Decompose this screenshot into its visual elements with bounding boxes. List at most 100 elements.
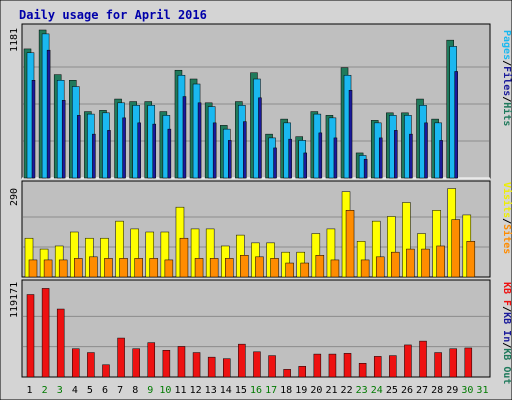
bottom-bar-kb-f-day-4	[72, 348, 80, 378]
day-label-21: 21	[325, 385, 337, 396]
bars	[23, 29, 476, 378]
middle-bar-sites-day-21	[330, 259, 340, 278]
middle-bar-sites-day-19	[300, 262, 309, 278]
day-label-27: 27	[416, 385, 428, 396]
day-label-1: 1	[27, 385, 33, 396]
bottom-bar-kb-f-day-17	[268, 355, 276, 378]
day-label-7: 7	[117, 385, 123, 396]
middle-legend-part-3: Sites	[501, 224, 512, 254]
middle-bar-sites-day-7	[119, 258, 128, 278]
bottom-bar-kb-f-day-29	[449, 348, 457, 378]
middle-legend: Visits/Sites	[501, 182, 512, 254]
day-label-9: 9	[147, 385, 153, 396]
day-label-29: 29	[446, 385, 458, 396]
day-label-6: 6	[102, 385, 108, 396]
top-bar-pages-day-18	[288, 138, 292, 179]
middle-bar-sites-day-25	[391, 251, 400, 278]
day-label-2: 2	[42, 385, 48, 396]
bottom-bar-kb-f-day-3	[56, 308, 65, 378]
day-label-31: 31	[476, 385, 488, 396]
bottom-legend-part-1: KB F	[501, 282, 512, 306]
day-label-10: 10	[159, 385, 171, 396]
x-axis-day-labels: 1 2 3 4 5 6 7 8 9 10 11 12 13 14 15 16 17 18 19 20 21 22 23 24 2…	[27, 385, 489, 396]
middle-bar-sites-day-22	[345, 210, 355, 278]
bottom-bar-kb-f-day-5	[87, 352, 95, 378]
middle-bar-sites-day-15	[240, 255, 249, 278]
top-bar-pages-day-17	[273, 147, 277, 179]
middle-bar-sites-day-8	[134, 258, 143, 278]
middle-bar-sites-day-9	[149, 258, 159, 278]
middle-legend-part-2: /	[501, 218, 512, 224]
top-bar-pages-day-8	[137, 122, 141, 179]
day-label-8: 8	[132, 385, 138, 396]
day-label-23: 23	[356, 385, 368, 396]
top-max-label: 1181	[9, 28, 20, 52]
bottom-legend-part-3: KB In	[501, 312, 512, 342]
middle-bar-sites-day-24	[375, 256, 385, 278]
top-bar-pages-day-13	[212, 122, 217, 179]
bottom-bar-kb-f-day-9	[147, 342, 156, 378]
middle-bar-sites-day-2	[43, 259, 53, 278]
bottom-bar-kb-f-day-11	[177, 346, 186, 378]
bottom-bar-kb-f-day-18	[283, 369, 291, 378]
bottom-bar-kb-f-day-16	[253, 351, 261, 378]
day-label-5: 5	[87, 385, 93, 396]
bottom-bar-kb-f-day-12	[192, 352, 201, 378]
top-bar-pages-day-4	[77, 115, 81, 179]
bottom-bar-kb-f-day-21	[328, 353, 337, 378]
middle-bar-sites-day-30	[466, 241, 476, 278]
top-bar-pages-day-21	[333, 137, 338, 179]
bottom-bar-kb-f-day-10	[162, 350, 171, 378]
bottom-max-label: 119171	[9, 282, 20, 318]
top-bar-pages-day-28	[439, 140, 443, 179]
bottom-bar-kb-f-day-30	[464, 347, 473, 378]
bottom-legend: KB F/KB In/KB Out	[501, 282, 512, 384]
middle-bar-sites-day-5	[89, 256, 98, 278]
top-bar-pages-day-12	[197, 102, 202, 179]
day-label-18: 18	[280, 385, 292, 396]
bottom-bar-kb-f-day-2	[41, 288, 50, 378]
bottom-bar-kb-f-day-19	[298, 366, 306, 378]
top-bar-pages-day-16	[258, 97, 262, 179]
top-bar-pages-day-27	[424, 122, 428, 179]
top-bar-pages-day-5	[92, 133, 96, 179]
top-bar-pages-day-20	[318, 132, 323, 179]
bottom-bar-kb-f-day-14	[223, 358, 231, 378]
bottom-bar-kb-f-day-22	[343, 353, 352, 378]
top-bar-pages-day-22	[348, 90, 353, 179]
day-label-20: 20	[310, 385, 322, 396]
top-legend-part-3: Files	[501, 66, 512, 96]
top-bar-pages-day-29	[454, 71, 458, 179]
top-bar-pages-day-1	[31, 80, 36, 179]
bottom-bar-kb-f-day-13	[207, 356, 216, 378]
bottom-bar-kb-f-day-27	[419, 340, 427, 378]
day-label-12: 12	[190, 385, 202, 396]
bottom-legend-part-2: /	[501, 306, 512, 312]
bottom-bar-kb-f-day-25	[389, 355, 397, 378]
day-label-17: 17	[265, 385, 277, 396]
top-bar-pages-day-9	[152, 123, 157, 179]
day-label-28: 28	[431, 385, 443, 396]
bottom-bar-kb-f-day-6	[102, 364, 110, 378]
top-legend-part-2: /	[501, 60, 512, 66]
middle-bar-sites-day-29	[451, 219, 460, 278]
middle-bar-sites-day-28	[436, 245, 445, 278]
bottom-bar-kb-f-day-28	[434, 352, 442, 378]
bottom-legend-part-5: KB Out	[501, 348, 512, 384]
top-bar-pages-day-10	[167, 128, 172, 179]
day-label-13: 13	[205, 385, 217, 396]
top-bar-pages-day-3	[61, 100, 66, 179]
day-label-26: 26	[401, 385, 413, 396]
day-label-4: 4	[72, 385, 78, 396]
top-bar-pages-day-19	[303, 152, 307, 179]
day-label-15: 15	[235, 385, 247, 396]
top-bar-pages-day-6	[107, 130, 111, 179]
bottom-bar-kb-f-day-20	[313, 353, 322, 378]
middle-max-label: 290	[9, 188, 20, 206]
top-legend-part-1: Pages	[501, 30, 512, 60]
middle-bar-sites-day-18	[285, 262, 294, 278]
top-bar-pages-day-26	[409, 133, 413, 179]
chart-title: Daily usage for April 2016	[19, 8, 207, 22]
top-bar-pages-day-25	[394, 130, 398, 179]
